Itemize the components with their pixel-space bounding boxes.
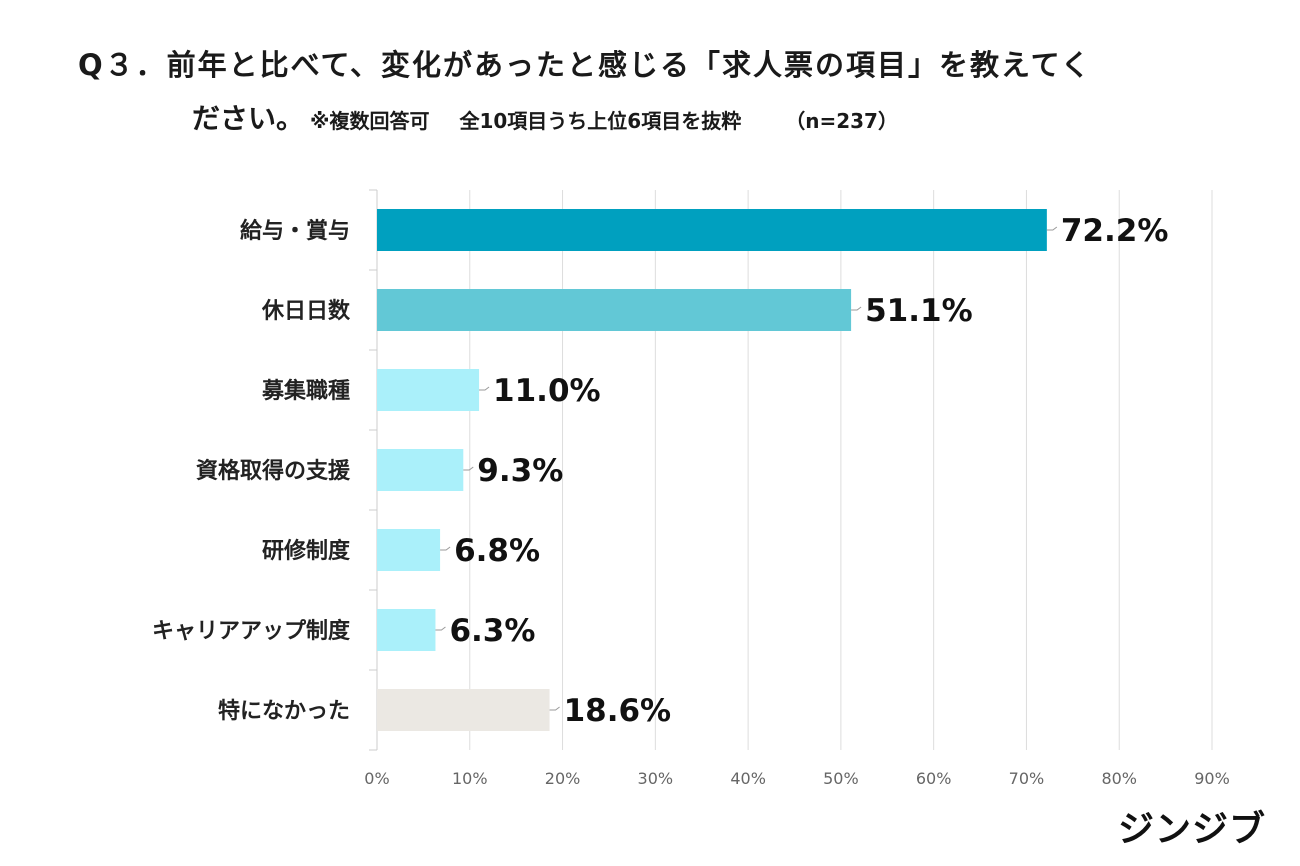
x-tick-label: 60% [916, 769, 952, 788]
bar [377, 209, 1047, 251]
leader-line [851, 306, 862, 311]
x-tick-label: 40% [730, 769, 766, 788]
category-label: 特になかった [218, 698, 350, 724]
data-label: 6.3% [449, 613, 535, 649]
leader-line [549, 706, 560, 711]
category-label: 資格取得の支援 [196, 458, 351, 484]
sample-size: （n=237） [785, 109, 898, 133]
x-tick-label: 80% [1101, 769, 1137, 788]
category-label: 募集職種 [261, 378, 350, 404]
category-label: 休日日数 [261, 298, 351, 324]
category-label: キャリアアップ制度 [152, 618, 351, 644]
chart-title-line2: ださい。 ※複数回答可 全10項目うち上位6項目を抜粋 （n=237） [192, 97, 898, 137]
leader-line [435, 626, 446, 631]
leader-line [479, 386, 490, 391]
x-tick-label: 90% [1194, 769, 1230, 788]
leader-line [1046, 226, 1058, 231]
data-label: 18.6% [564, 693, 672, 729]
category-label: 研修制度 [262, 538, 351, 564]
x-tick-label: 30% [638, 769, 674, 788]
data-label: 51.1% [865, 293, 973, 329]
leader-line [463, 466, 474, 471]
bar [377, 369, 480, 411]
x-tick-label: 70% [1009, 769, 1045, 788]
x-tick-label: 10% [452, 769, 488, 788]
chart-title-line1: Q３．前年と比べて、変化があったと感じる「求人票の項目」を教えてく [78, 48, 1092, 82]
bar [377, 529, 441, 571]
data-label: 9.3% [477, 453, 563, 489]
bar [377, 449, 464, 491]
leader-line [440, 546, 451, 551]
bar [377, 289, 852, 331]
data-label: 11.0% [493, 373, 601, 409]
title-subtitle: 全10項目うち上位6項目を抜粋 [459, 109, 742, 133]
data-label: 6.8% [454, 533, 540, 569]
bar [377, 689, 550, 731]
category-label: 給与・賞与 [240, 218, 350, 244]
title-line2-main: ださい。 [192, 102, 305, 135]
x-tick-label: 50% [823, 769, 859, 788]
data-label: 72.2% [1061, 213, 1169, 249]
bar [377, 609, 436, 651]
x-tick-label: 20% [545, 769, 581, 788]
x-tick-label: 0% [364, 769, 389, 788]
title-note: ※複数回答可 [310, 109, 430, 133]
brand-logo: ジンジブ [1118, 809, 1267, 850]
